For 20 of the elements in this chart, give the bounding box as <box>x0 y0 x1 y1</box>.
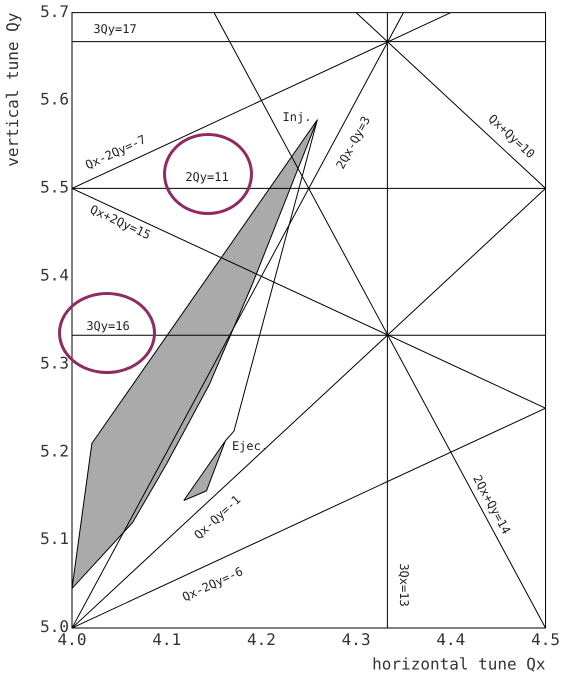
y-tick-label: 5.5 <box>40 178 69 197</box>
y-tick-label: 5.3 <box>40 353 69 372</box>
annotation: 2Qy=11 <box>185 170 229 184</box>
x-tick-label: 4.5 <box>531 630 560 649</box>
y-tick-label: 5.1 <box>40 529 69 548</box>
x-axis-title: horizontal tune Qx <box>372 654 546 674</box>
annotation: Ejec. <box>232 439 268 454</box>
x-tick-label: 4.4 <box>436 630 466 649</box>
annotation: 3Qy=17 <box>93 22 137 36</box>
y-tick-label: 5.6 <box>40 90 69 109</box>
y-tick-label: 5.2 <box>40 441 69 460</box>
annotation: 3Qy=16 <box>86 319 130 334</box>
y-axis-title: vertical tune Qy <box>2 12 22 167</box>
annotation: Inj. <box>282 110 312 124</box>
x-tick-label: 4.1 <box>152 630 182 649</box>
x-tick-label: 4.3 <box>342 630 371 649</box>
y-tick-label: 5.4 <box>40 266 69 284</box>
x-tick-label: 4.2 <box>246 630 276 649</box>
y-tick-label: 5.7 <box>40 2 69 21</box>
annotation: 3Qx=13 <box>396 563 411 607</box>
